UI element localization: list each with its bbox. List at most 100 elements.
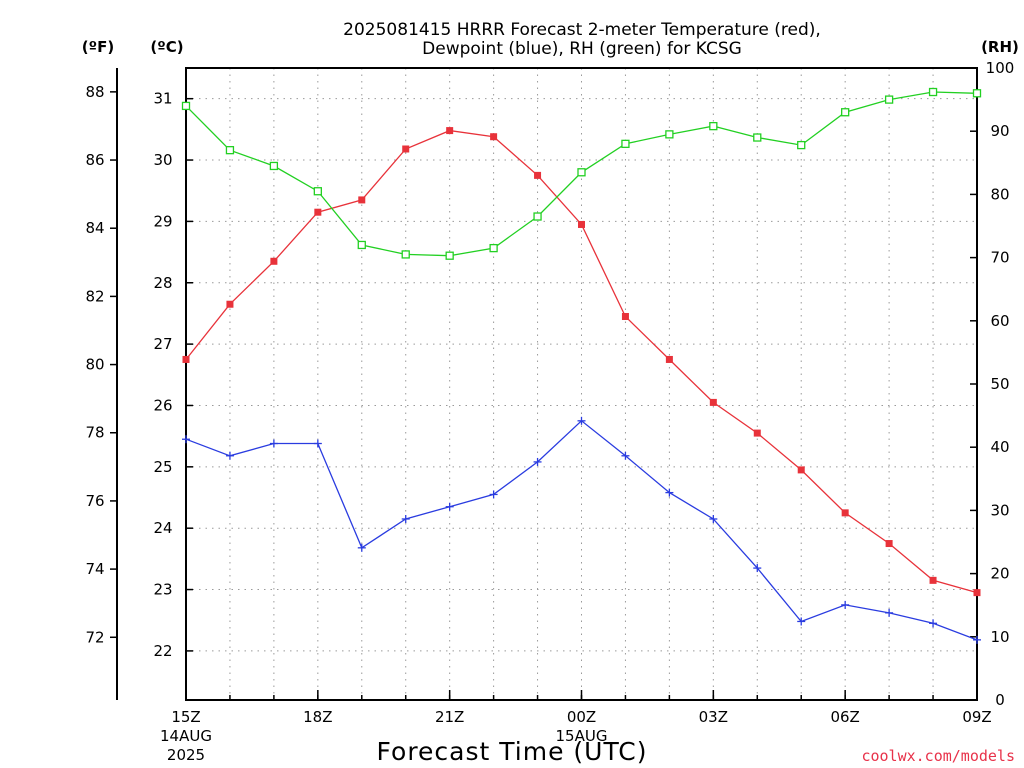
- data-point: [269, 439, 278, 448]
- data-point: [401, 250, 410, 259]
- x-tick-label: 06Z: [830, 708, 859, 726]
- rh-tick-label: 80: [990, 185, 1009, 203]
- c-tick-label: 22: [153, 642, 172, 660]
- data-point: [533, 457, 542, 466]
- data-point: [621, 139, 630, 148]
- tick-labels: 72 74 76 78 80 82 84 86 88 22 23 24 25 26 27 28 29 30 31 0 1…: [85, 59, 1014, 764]
- data-point: [973, 589, 981, 597]
- data-point: [490, 133, 498, 141]
- data-point: [226, 300, 234, 308]
- data-point: [314, 208, 322, 216]
- chart-title-line2: Dewpoint (blue), RH (green) for KCSG: [422, 39, 742, 59]
- data-point: [182, 355, 190, 363]
- data-point: [665, 355, 673, 363]
- f-tick-label: 72: [85, 628, 104, 646]
- data-point: [753, 564, 762, 573]
- data-point: [929, 576, 937, 584]
- rh-tick-label: 30: [990, 501, 1009, 519]
- data-point: [841, 509, 849, 517]
- data-point: [972, 89, 982, 98]
- data-point: [489, 490, 498, 499]
- f-tick-label: 84: [85, 219, 104, 237]
- rh-tick-label: 10: [990, 628, 1009, 646]
- celsius-unit-label: (ºC): [150, 38, 183, 56]
- data-point: [621, 451, 630, 460]
- data-point: [665, 488, 674, 497]
- data-point: [313, 439, 322, 448]
- x-tick-label: 00Z: [567, 708, 596, 726]
- c-tick-label: 27: [153, 335, 172, 353]
- data-point: [358, 196, 366, 204]
- f-tick-label: 76: [85, 492, 104, 510]
- data-point: [445, 251, 454, 260]
- data-point: [182, 435, 190, 444]
- data-point: [665, 130, 674, 139]
- axes: [110, 67, 978, 701]
- chart-title-line1: 2025081415 HRRR Forecast 2-meter Tempera…: [343, 20, 821, 40]
- data-point: [577, 168, 586, 177]
- rh-tick-label: 90: [990, 122, 1009, 140]
- c-tick-label: 23: [153, 581, 172, 599]
- x-tick-label: 21Z: [435, 708, 464, 726]
- data-point: [181, 101, 191, 111]
- f-tick-label: 82: [85, 287, 104, 305]
- data-point: [841, 108, 850, 117]
- data-point: [709, 121, 718, 131]
- data-point: [621, 313, 629, 321]
- data-point: [401, 514, 410, 523]
- data-point: [313, 187, 322, 196]
- data-point: [884, 95, 894, 104]
- c-tick-label: 28: [153, 274, 172, 292]
- c-tick-label: 29: [153, 212, 172, 230]
- c-tick-label: 31: [153, 90, 172, 108]
- data-point: [928, 87, 938, 97]
- f-tick-label: 74: [85, 560, 104, 578]
- data-point: [489, 243, 498, 253]
- data-point: [446, 127, 454, 135]
- fahrenheit-unit-label: (ºF): [82, 38, 114, 56]
- f-tick-label: 88: [85, 83, 104, 101]
- data-point: [357, 543, 366, 552]
- data-point: [225, 146, 235, 155]
- data-point: [753, 429, 761, 437]
- rh-unit-label: (RH): [981, 38, 1019, 56]
- f-tick-label: 78: [85, 424, 104, 442]
- rh-tick-label: 0: [995, 691, 1005, 709]
- c-tick-label: 24: [153, 519, 172, 537]
- plot-frame: [185, 67, 978, 701]
- data-point: [797, 140, 806, 150]
- rh-tick-label: 70: [990, 249, 1009, 267]
- data-point: [445, 502, 454, 511]
- data-point: [578, 220, 585, 228]
- rh-tick-label: 20: [990, 565, 1009, 583]
- series-layer: [181, 87, 982, 644]
- data-point: [885, 608, 894, 617]
- f-tick-label: 80: [85, 356, 104, 374]
- data-point: [533, 212, 542, 221]
- data-point: [929, 619, 938, 628]
- x-tick-year: 2025: [167, 746, 205, 764]
- data-point: [973, 635, 981, 644]
- rh-tick-label: 50: [990, 375, 1009, 393]
- data-point: [270, 257, 278, 265]
- data-point: [709, 514, 718, 523]
- rh-tick-label: 40: [990, 438, 1009, 456]
- x-tick-label: 09Z: [962, 708, 991, 726]
- x-tick-label: 15Z: [171, 708, 200, 726]
- grid: [185, 68, 978, 700]
- rh-tick-label: 100: [986, 59, 1015, 77]
- c-tick-label: 25: [153, 458, 172, 476]
- data-point: [534, 171, 542, 179]
- x-tick-date: 14AUG: [160, 727, 212, 745]
- data-point: [797, 617, 806, 626]
- data-point: [225, 451, 234, 460]
- data-point: [885, 540, 893, 548]
- data-point: [357, 240, 366, 250]
- x-tick-label: 03Z: [699, 708, 728, 726]
- data-point: [402, 145, 410, 153]
- data-point: [269, 161, 279, 171]
- x-tick-date: 15AUG: [556, 727, 608, 745]
- x-tick-label: 18Z: [303, 708, 332, 726]
- data-point: [577, 416, 586, 425]
